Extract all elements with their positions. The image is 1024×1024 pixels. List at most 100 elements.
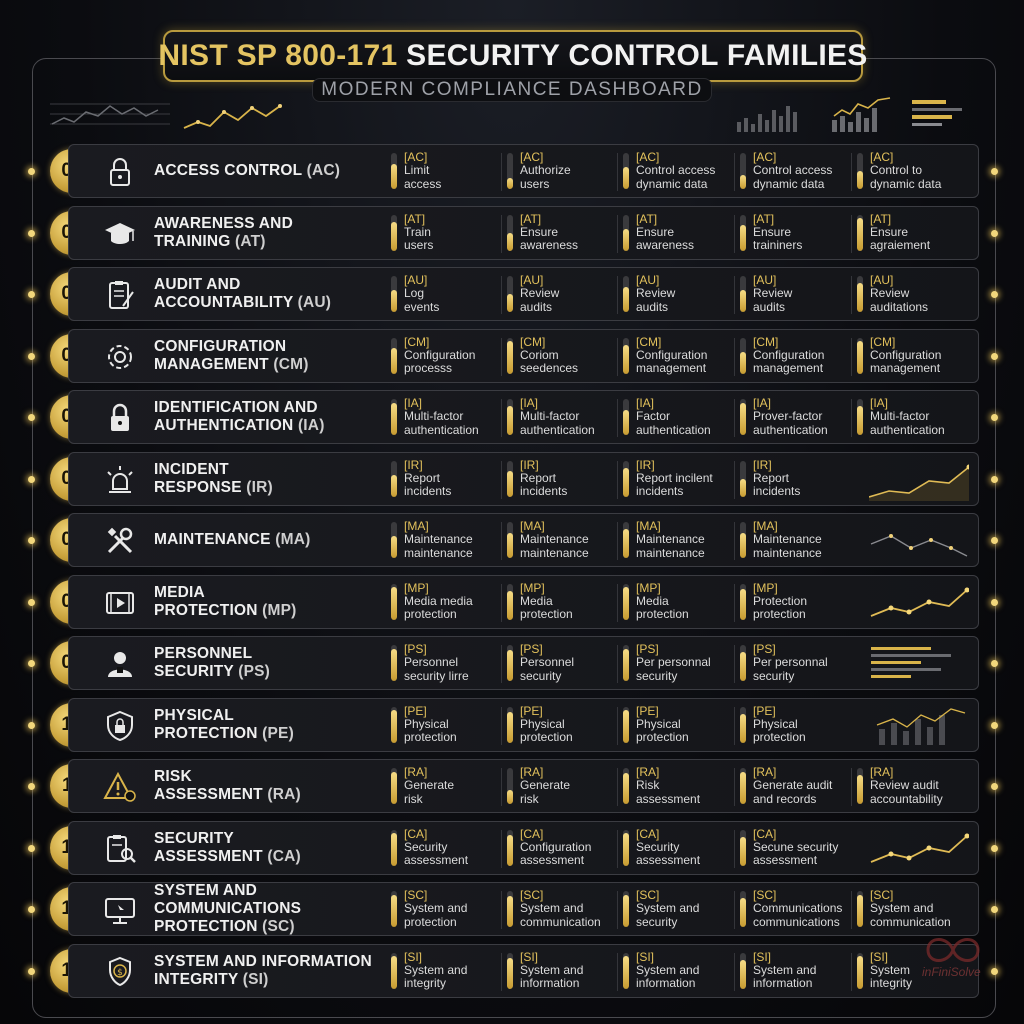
control-item[interactable]: [AU] Log events [391, 274, 503, 316]
family-row[interactable]: IDENTIFICATION AND AUTHENTICATION (IA) [IA… [68, 390, 979, 444]
control-item[interactable]: [MA] Maintenance maintenance [391, 520, 503, 562]
family-row[interactable]: $ SYSTEM AND INFORMATION INTEGRITY (SI) [SI… [68, 943, 979, 998]
control-item[interactable]: [MP] Media protection [623, 581, 735, 624]
control-item[interactable]: [MP] Protection protection [740, 581, 852, 624]
control-item[interactable]: [CM] Configuration processs [391, 335, 503, 378]
control-item[interactable]: [SI] System integrity [857, 950, 969, 993]
control-item[interactable]: [PS] Personnel security [507, 643, 619, 685]
control-item[interactable]: [AU] Review audits [740, 274, 852, 316]
row-connector-dot [991, 844, 998, 852]
family-row[interactable]: AUDIT AND ACCOUNTABILITY (AU) [AU] Log event… [68, 267, 979, 321]
family-name-line1: IDENTIFICATION AND [154, 399, 318, 416]
control-item[interactable]: [PS] Per personnal security [623, 643, 735, 685]
control-item[interactable]: [MP] Media protection [507, 581, 619, 624]
control-item[interactable]: [CM] Configuration management [623, 335, 735, 378]
control-item[interactable]: [CA] Security assessment [623, 827, 735, 870]
control-item[interactable]: [AT] Train users [391, 212, 503, 255]
control-item[interactable]: [IA] Factor authentication [623, 397, 735, 439]
control-level-bar [857, 952, 863, 989]
control-item[interactable]: [RA] Review audit accountability [857, 766, 969, 808]
row-connector-dot [991, 475, 998, 483]
control-item[interactable]: [AU] Review audits [507, 274, 619, 316]
control-item[interactable]: [IR] Report incidents [507, 458, 619, 501]
control-code: [RA] [636, 765, 660, 779]
control-item[interactable]: [IA] Multi-factor authentication [507, 397, 619, 439]
control-item[interactable]: [PE] Physical protection [507, 704, 619, 747]
control-item[interactable]: [IR] Report incidents [391, 458, 503, 501]
control-item[interactable]: [MA] Maintenance maintenance [623, 520, 735, 562]
control-item[interactable]: [CM] Coriom seedences [507, 335, 619, 378]
control-item[interactable]: [SC] System and protection [391, 889, 503, 931]
control-item[interactable]: [PS] Personnel security lirre [391, 643, 503, 685]
family-row[interactable]: RISK ASSESSMENT (RA) [RA] Generate risk [RA] G… [68, 759, 979, 813]
control-item[interactable]: [AC] Limit access [391, 151, 503, 193]
control-item[interactable]: [AC] Control to dynamic data [857, 151, 969, 193]
control-item[interactable]: [PE] Physical protection [391, 704, 503, 747]
control-item[interactable]: [MA] Maintenance maintenance [507, 520, 619, 562]
control-item[interactable]: [AC] Control access dynamic data [740, 151, 852, 193]
control-item[interactable]: [IR] Report incilent incidents [623, 458, 735, 501]
control-item[interactable]: [SC] System and communication [857, 889, 969, 931]
control-item[interactable]: [RA] Generate risk [391, 766, 503, 808]
control-item[interactable]: [AU] Review auditations [857, 274, 969, 316]
column-divider [734, 645, 735, 683]
control-level-bar [507, 829, 513, 866]
control-item[interactable]: [PE] Physical protection [623, 704, 735, 747]
control-item[interactable]: [RA] Generate risk [507, 766, 619, 808]
control-item[interactable]: [RA] Generate audit and records [740, 766, 852, 808]
control-description: Media protection [636, 594, 689, 621]
control-item[interactable]: [SI] System and information [623, 950, 735, 993]
control-description: Multi-factor authentication [870, 410, 945, 437]
family-name: AUDIT AND ACCOUNTABILITY (AU) [154, 268, 394, 320]
control-item[interactable]: [AC] Authorize users [507, 151, 619, 193]
control-code: [AT] [753, 211, 775, 226]
control-item[interactable]: [SC] System and communication [507, 889, 619, 931]
family-row[interactable]: MAINTENANCE (MA) [MA] Maintenance maintenan… [68, 513, 979, 567]
control-item[interactable]: [IA] Multi-factor authentication [391, 397, 503, 439]
control-item[interactable]: [RA] Risk assessment [623, 766, 735, 808]
control-item[interactable]: [AT] Ensure agraiement [857, 212, 969, 255]
control-level-bar [507, 768, 513, 804]
family-row[interactable]: PHYSICAL PROTECTION (PE) [PE] Physical prote… [68, 697, 979, 752]
family-row[interactable]: PERSONNEL SECURITY (PS) [PS] Personnel secur… [68, 636, 979, 690]
control-item[interactable]: [AT] Ensure traininers [740, 211, 852, 255]
family-row[interactable]: SYSTEM AND COMMUNICATIONS PROTECTION (SC)… [68, 882, 979, 936]
control-item[interactable]: [CA] Secune security assessment [740, 827, 852, 870]
family-row[interactable]: MEDIA PROTECTION (MP) [MP] Media media prote… [68, 574, 979, 629]
family-name: ACCESS CONTROL (AC) [154, 145, 394, 197]
control-item[interactable]: [SC] System and security [623, 889, 735, 931]
control-item[interactable]: [IA] Multi-factor authentication [857, 397, 969, 439]
control-item[interactable]: [IR] Report incidents [740, 458, 852, 501]
control-item[interactable]: [IA] Prover-factor authentication [740, 397, 852, 439]
control-item[interactable]: [AT] Ensure awareness [623, 212, 735, 255]
control-item[interactable]: [AC] Control access dynamic data [623, 151, 735, 193]
control-item[interactable]: [CA] Security assessment [391, 827, 503, 870]
column-divider [501, 522, 502, 560]
family-row[interactable]: ACCESS CONTROL (AC) [AC] Limit access [AC] Au… [68, 144, 979, 198]
family-row[interactable]: SECURITY ASSESSMENT (CA) [CA] Security asses… [68, 820, 979, 875]
row-connector-dot [28, 844, 35, 852]
family-row[interactable]: AWARENESS AND TRAINING (AT) [AT] Train users… [68, 205, 979, 260]
control-item[interactable]: [AU] Review audits [623, 274, 735, 316]
control-description: System and information [753, 963, 817, 990]
control-item[interactable]: [CM] Configuration management [857, 335, 969, 378]
control-item[interactable]: [SI] System and information [507, 950, 619, 993]
row-connector-dot [28, 537, 35, 544]
control-item[interactable]: [AT] Ensure awareness [507, 212, 619, 255]
control-item[interactable]: [SC] Communications communications [740, 889, 852, 931]
control-item[interactable]: [SI] System and integrity [391, 950, 503, 993]
control-item[interactable]: [MA] Maintenance maintenance [740, 520, 852, 562]
control-item[interactable]: [CA] Configuration assessment [507, 827, 619, 870]
family-abbr: (PE) [262, 724, 294, 742]
title-banner: NIST SP 800-171 SECURITY CONTROL FAMILIE… [158, 30, 867, 82]
family-row[interactable]: CONFIGURATION MANAGEMENT (CM) [CM] Configur… [68, 328, 979, 383]
family-row[interactable]: INCIDENT RESPONSE (IR) [IR] Report incidents… [68, 451, 979, 506]
control-item[interactable]: [PE] Physical protection [740, 704, 852, 747]
clipboard-search-icon [103, 832, 137, 866]
control-item[interactable]: [SI] System and information [740, 950, 852, 993]
column-divider [734, 829, 735, 868]
control-level-fill [507, 341, 513, 374]
control-item[interactable]: [PS] Per personnal security [740, 643, 852, 685]
control-item[interactable]: [MP] Media media protection [391, 581, 503, 624]
control-item[interactable]: [CM] Configuration management [740, 335, 852, 378]
